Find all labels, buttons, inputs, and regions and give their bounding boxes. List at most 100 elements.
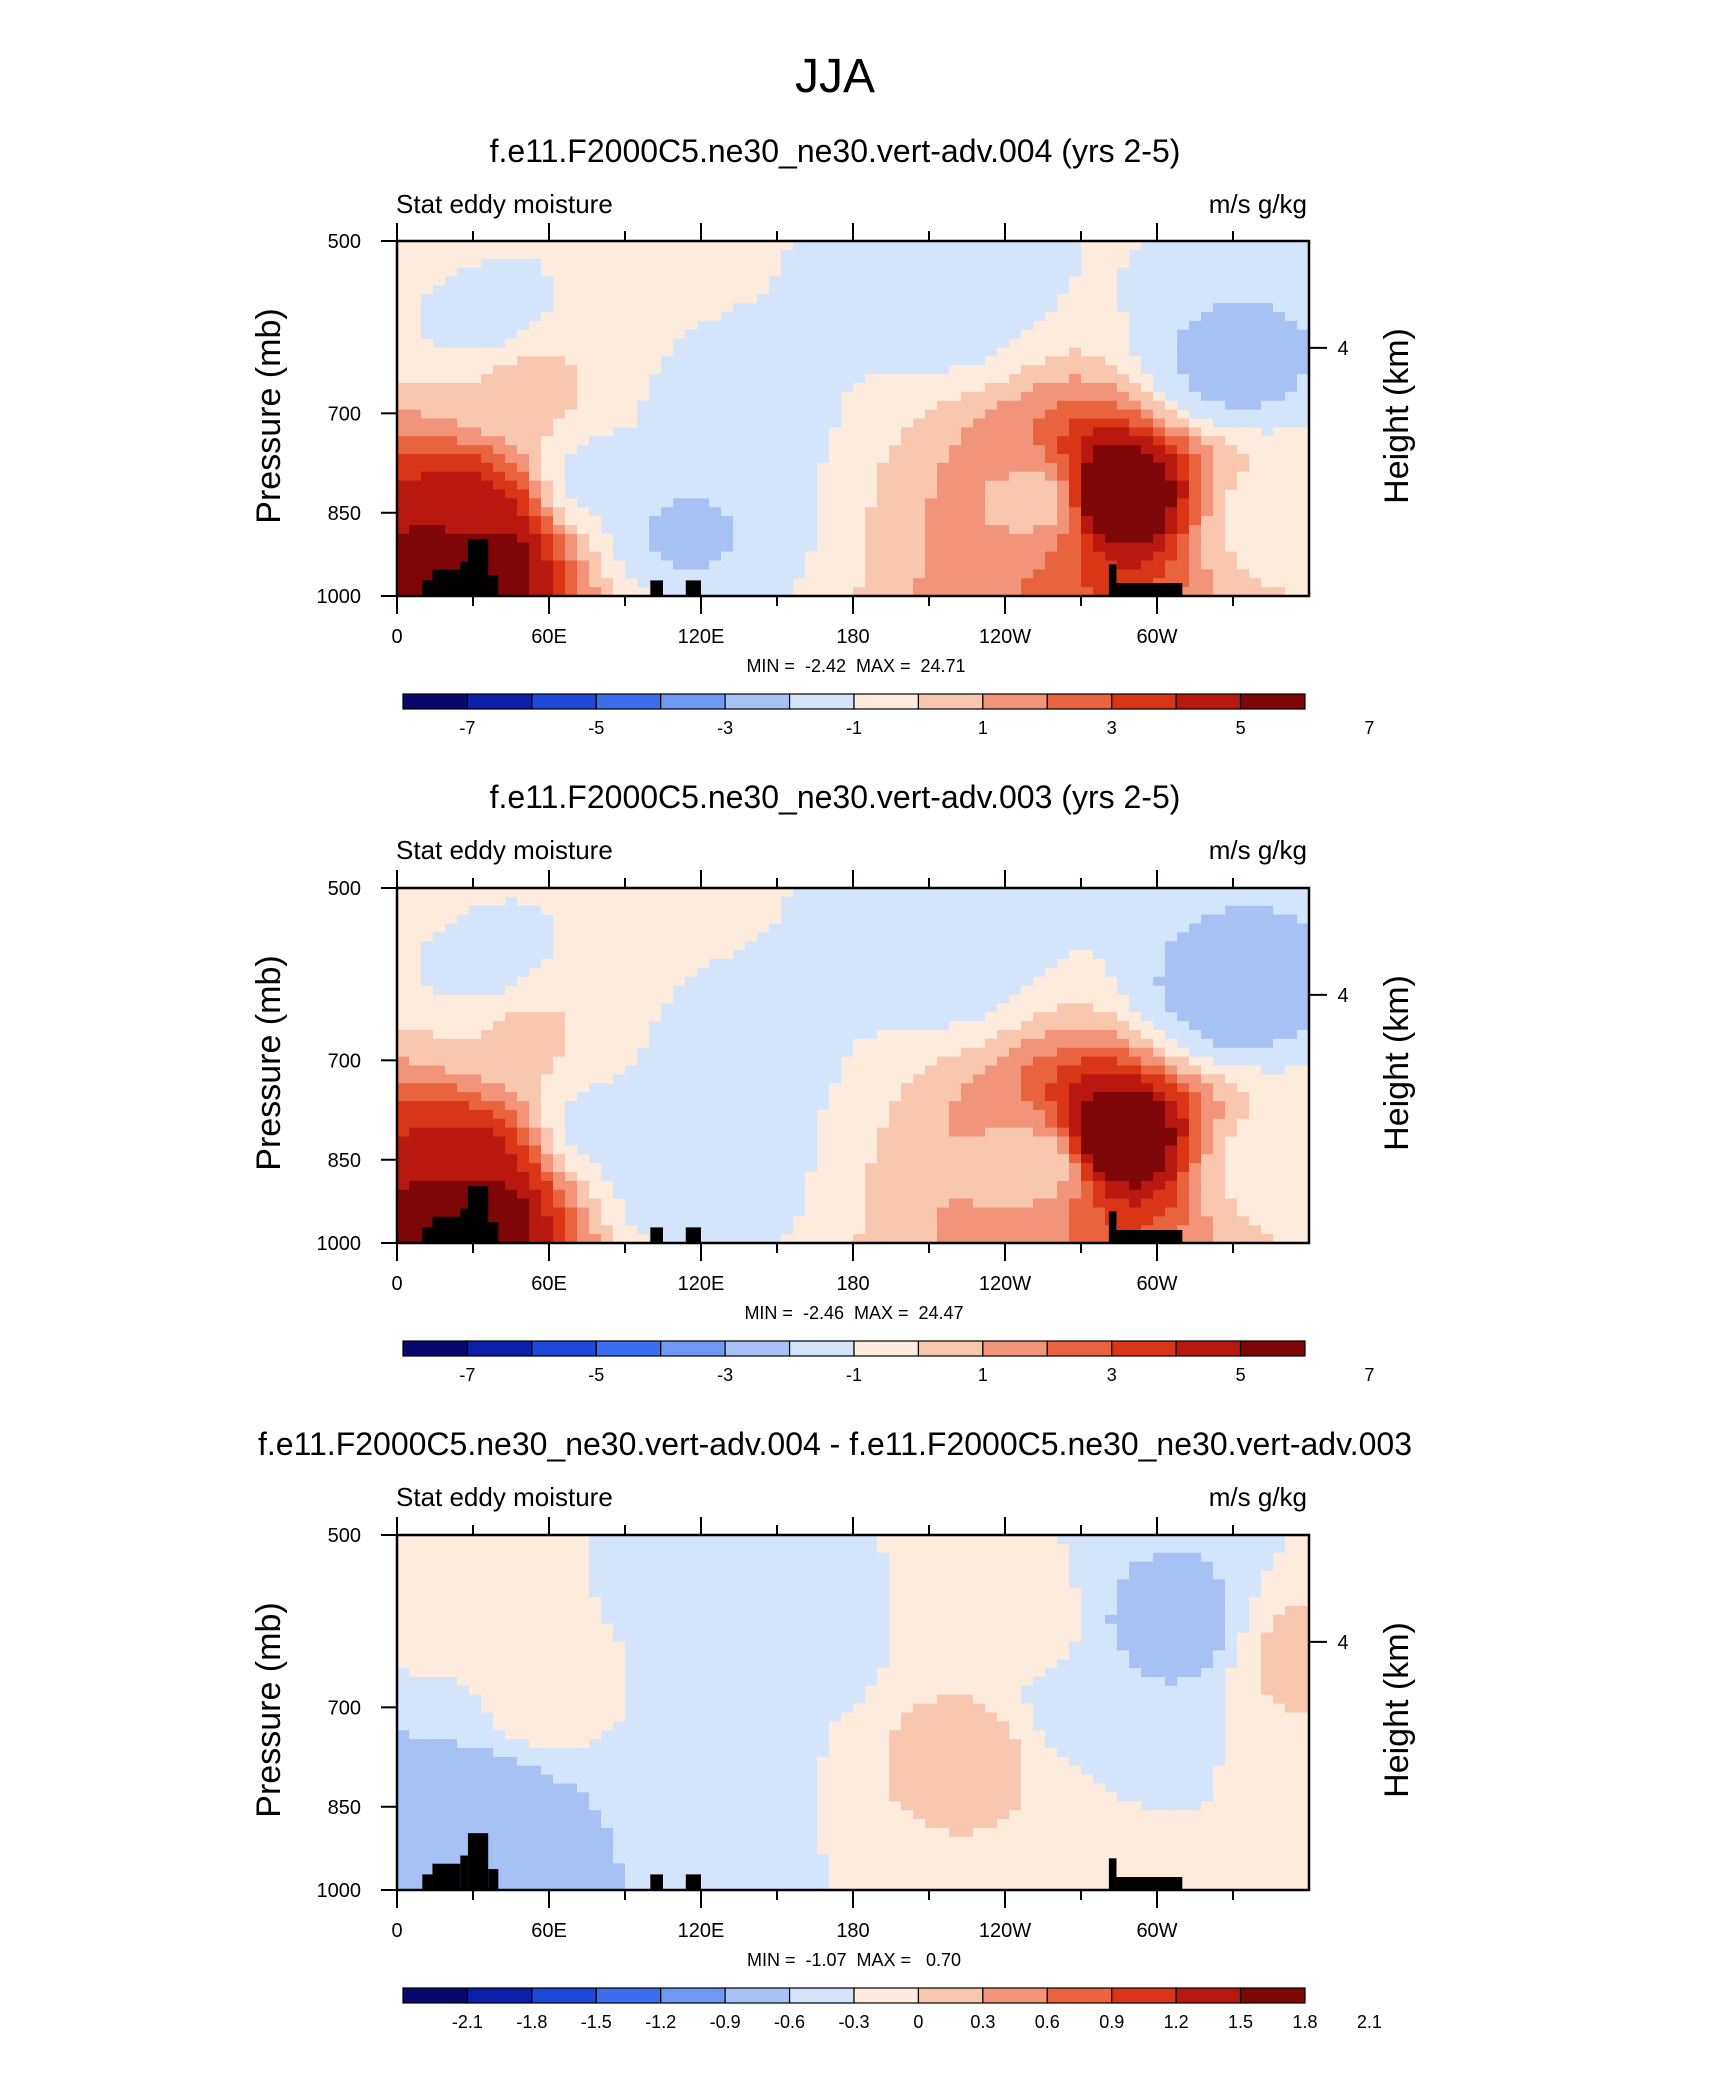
heatmap-cell <box>1297 329 1310 340</box>
heatmap-cell <box>589 542 602 553</box>
heatmap-cell <box>1297 525 1310 535</box>
heatmap-cell <box>1237 285 1250 295</box>
heatmap-cell <box>1081 967 1094 978</box>
heatmap-cell <box>445 905 458 916</box>
heatmap-cell <box>1009 374 1022 384</box>
heatmap-cell <box>577 258 590 269</box>
heatmap-cell <box>697 480 710 491</box>
heatmap-cell <box>985 569 998 579</box>
heatmap-cell <box>481 445 494 455</box>
heatmap-cell <box>637 347 650 357</box>
heatmap-cell <box>1213 436 1226 446</box>
heatmap-cell <box>1129 1065 1142 1075</box>
heatmap-cell <box>661 454 674 464</box>
heatmap-cell <box>1285 923 1298 933</box>
heatmap-cell <box>709 427 722 437</box>
heatmap-cell <box>625 409 638 420</box>
heatmap-cell <box>697 303 710 313</box>
heatmap-cell <box>769 932 782 942</box>
heatmap-cell <box>937 391 950 402</box>
heatmap-cell <box>793 1038 806 1049</box>
heatmap-cell <box>901 454 914 464</box>
heatmap-cell <box>985 489 998 499</box>
heatmap-cell <box>709 1065 722 1075</box>
heatmap-cell <box>1033 241 1046 251</box>
heatmap-cell <box>577 418 590 428</box>
heatmap-cell <box>1105 418 1118 428</box>
heatmap-cell <box>1045 347 1058 357</box>
heatmap-cell <box>1033 436 1046 446</box>
y-tick-label: 850 <box>328 503 361 525</box>
heatmap-cell <box>949 560 962 570</box>
heatmap-cell <box>469 1003 482 1013</box>
heatmap-cell <box>637 1083 650 1093</box>
heatmap-cell <box>529 436 542 446</box>
heatmap-cell <box>961 1083 974 1093</box>
heatmap-cell <box>961 1021 974 1031</box>
heatmap-cell <box>517 1056 530 1067</box>
heatmap-cell <box>757 950 770 960</box>
heatmap-cell <box>505 976 518 987</box>
heatmap-cell <box>1045 445 1058 455</box>
heatmap-cell <box>457 1101 470 1111</box>
heatmap-cell <box>397 1030 410 1040</box>
heatmap-cell <box>1081 569 1094 579</box>
heatmap-cell <box>1069 365 1082 375</box>
heatmap-cell <box>757 249 770 260</box>
heatmap-cell <box>901 347 914 357</box>
heatmap-cell <box>565 276 578 286</box>
heatmap-cell <box>961 551 974 562</box>
heatmap-cell <box>1009 338 1022 349</box>
heatmap-cell <box>781 1021 794 1031</box>
heatmap-cell <box>1201 418 1214 428</box>
heatmap-cell <box>781 923 794 933</box>
heatmap-cell <box>1117 498 1130 508</box>
heatmap-cell <box>625 1092 638 1102</box>
heatmap-cell <box>1273 454 1286 464</box>
heatmap-cell <box>421 1012 434 1022</box>
heatmap-cell <box>1045 560 1058 570</box>
heatmap-cell <box>901 1065 914 1075</box>
heatmap-cell <box>1153 338 1166 349</box>
heatmap-cell <box>745 587 758 597</box>
heatmap-cell <box>877 923 890 933</box>
heatmap-cell <box>1285 1003 1298 1013</box>
heatmap-cell <box>697 587 710 597</box>
heatmap-cell <box>397 923 410 933</box>
heatmap-cell <box>1213 1030 1226 1040</box>
heatmap-cell <box>589 338 602 349</box>
heatmap-cell <box>937 932 950 942</box>
heatmap-cell <box>1285 498 1298 508</box>
heatmap-cell <box>985 967 998 978</box>
heatmap-cell <box>937 1021 950 1031</box>
heatmap-cell <box>721 587 734 597</box>
heatmap-cell <box>805 249 818 260</box>
heatmap-cell <box>673 1030 686 1040</box>
heatmap-cell <box>829 347 842 357</box>
heatmap-cell <box>1285 941 1298 951</box>
heatmap-cell <box>1081 1030 1094 1040</box>
heatmap-cell <box>1069 914 1082 925</box>
heatmap-cell <box>397 1056 410 1067</box>
heatmap-cell <box>781 1056 794 1067</box>
heatmap-cell <box>913 985 926 996</box>
heatmap-cell <box>961 258 974 269</box>
heatmap-cell <box>505 1092 518 1102</box>
heatmap-cell <box>589 258 602 269</box>
heatmap-cell <box>937 985 950 996</box>
heatmap-cell <box>793 1083 806 1093</box>
heatmap-cell <box>637 320 650 331</box>
heatmap-cell <box>661 1092 674 1102</box>
heatmap-cell <box>565 976 578 987</box>
heatmap-cell <box>457 498 470 508</box>
heatmap-cell <box>865 923 878 933</box>
heatmap-cell <box>1117 303 1130 313</box>
heatmap-cell <box>541 569 554 579</box>
heatmap-cell <box>421 525 434 535</box>
heatmap-cell <box>1273 409 1286 420</box>
heatmap-cell <box>721 267 734 278</box>
heatmap-cell <box>661 888 674 898</box>
heatmap-cell <box>733 356 746 366</box>
heatmap-cell <box>889 418 902 428</box>
heatmap-cell <box>865 462 878 473</box>
